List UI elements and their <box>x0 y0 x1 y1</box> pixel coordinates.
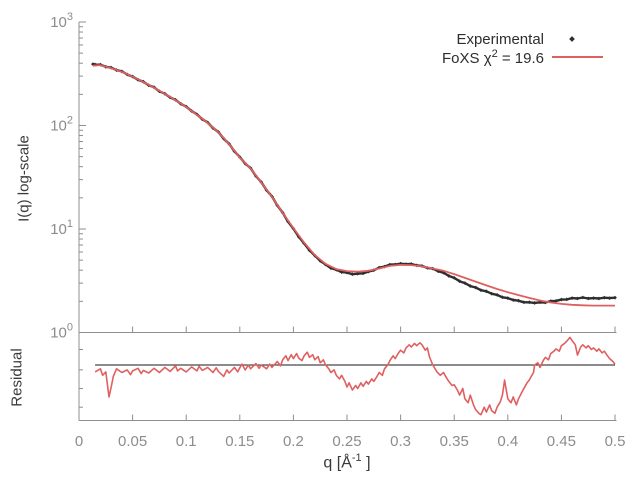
experimental-point-diamond <box>554 298 558 303</box>
x-axis-label: q [Å-1 ] <box>257 452 437 472</box>
experimental-point-diamond <box>355 271 360 276</box>
experimental-point-diamond <box>580 295 585 300</box>
experimental-point-diamond <box>463 281 467 286</box>
y-axis-label-residual: Residual <box>8 348 26 407</box>
experimental-point-diamond <box>350 272 355 277</box>
legend-row-experimental: Experimental <box>370 30 610 48</box>
experimental-point-diamond <box>505 296 510 300</box>
experimental-point-diamond <box>521 300 526 305</box>
experimental-point-diamond <box>527 300 532 305</box>
experimental-point-diamond <box>559 297 564 302</box>
x-tick-label: 0.1 <box>176 433 197 450</box>
legend-fit-label-post: = 19.6 <box>497 49 544 67</box>
y-axis-ticks-main: 100 101 102 103 <box>50 11 86 342</box>
x-tick-label: 0.25 <box>332 433 361 450</box>
experimental-point-diamond <box>479 288 483 293</box>
x-axis-label-post: ] <box>361 454 371 472</box>
experimental-point-diamond <box>570 296 575 300</box>
legend-experimental-swatch <box>544 36 610 42</box>
legend-experimental-label: Experimental <box>456 30 544 48</box>
fit-line-swatch-icon <box>552 56 603 58</box>
legend-fit-swatch <box>544 56 610 58</box>
diamond-marker-icon <box>569 36 575 42</box>
experimental-point-diamond <box>607 296 612 300</box>
experimental-point-diamond <box>473 285 478 290</box>
experimental-band <box>92 62 616 305</box>
y-tick-label: 101 <box>50 218 73 238</box>
legend-row-fit: FoXS χ2 = 19.6 <box>370 48 610 67</box>
experimental-point-diamond <box>468 284 473 288</box>
experimental-point-diamond <box>597 296 601 301</box>
x-tick-label: 0.5 <box>605 433 626 450</box>
experimental-point-diamond <box>564 297 569 302</box>
experimental-series <box>91 62 617 305</box>
experimental-point-diamond <box>409 262 414 266</box>
experimental-point-diamond <box>511 298 516 302</box>
x-tick-label: 0.45 <box>547 433 576 450</box>
y-axis-label-main: I(q) log-scale <box>15 135 33 222</box>
x-tick-label: 0.15 <box>225 433 254 450</box>
axes <box>78 22 617 421</box>
y-tick-label: 100 <box>50 322 73 342</box>
legend-fit-label-sup: 2 <box>491 47 498 60</box>
experimental-point-diamond <box>345 270 349 275</box>
experimental-point-diamond <box>457 279 462 284</box>
experimental-point-diamond <box>436 269 441 274</box>
x-tick-label: 0.2 <box>283 433 304 450</box>
experimental-point-diamond <box>591 296 596 300</box>
experimental-point-diamond <box>500 295 505 300</box>
x-tick-label: 0.35 <box>440 433 469 450</box>
y-tick-label: 102 <box>50 115 73 135</box>
y-tick-label: 103 <box>50 11 73 31</box>
x-axis-ticks: 0 0.05 0.1 0.15 0.2 0.25 0.3 0.35 0.4 0.45 0.5 <box>75 326 626 450</box>
foxs-fit-line <box>92 64 615 307</box>
plot-legend: Experimental FoXS χ2 = 19.6 <box>370 30 610 67</box>
experimental-point-diamond <box>446 274 451 278</box>
experimental-point-diamond <box>91 62 95 66</box>
experimental-point-diamond <box>575 296 580 301</box>
legend-fit-label-pre: FoXS χ <box>442 49 492 67</box>
experimental-point-diamond <box>489 291 494 296</box>
x-axis-label-sup: -1 <box>351 452 362 464</box>
experimental-point-diamond <box>602 295 607 300</box>
experimental-point-diamond <box>361 271 365 276</box>
experimental-point-diamond <box>484 289 489 294</box>
x-tick-label: 0.3 <box>390 433 411 450</box>
experimental-point-diamond <box>613 295 617 300</box>
x-tick-label: 0.05 <box>118 433 147 450</box>
x-axis-label-pre: q [Å <box>323 454 352 472</box>
experimental-point-diamond <box>495 292 499 297</box>
experimental-point-diamond <box>452 275 457 280</box>
x-tick-label: 0.4 <box>497 433 518 450</box>
residual-series <box>94 336 616 416</box>
legend-fit-label: FoXS χ2 = 19.6 <box>442 48 544 67</box>
experimental-point-diamond <box>516 298 521 303</box>
y-axis-ticks-residual <box>79 349 83 408</box>
x-tick-label: 0 <box>75 433 83 450</box>
experimental-point-diamond <box>586 296 591 301</box>
fit-series <box>92 64 615 307</box>
residual-line <box>94 336 616 416</box>
experimental-point-diamond <box>532 301 537 305</box>
